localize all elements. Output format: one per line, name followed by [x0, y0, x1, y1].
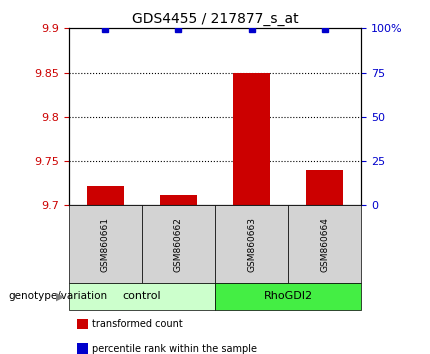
Text: GSM860663: GSM860663: [247, 217, 256, 272]
Bar: [160, 195, 197, 205]
Text: RhoGDI2: RhoGDI2: [264, 291, 313, 302]
Text: GSM860662: GSM860662: [174, 217, 183, 272]
Text: GSM860661: GSM860661: [101, 217, 110, 272]
Text: percentile rank within the sample: percentile rank within the sample: [92, 344, 258, 354]
Text: control: control: [123, 291, 161, 302]
Title: GDS4455 / 217877_s_at: GDS4455 / 217877_s_at: [132, 12, 298, 26]
Text: transformed count: transformed count: [92, 319, 183, 329]
Bar: [233, 73, 270, 205]
Text: GSM860664: GSM860664: [320, 217, 329, 272]
Bar: [87, 186, 124, 205]
Bar: [307, 170, 343, 205]
Text: genotype/variation: genotype/variation: [9, 291, 108, 302]
Text: ▶: ▶: [56, 291, 64, 302]
